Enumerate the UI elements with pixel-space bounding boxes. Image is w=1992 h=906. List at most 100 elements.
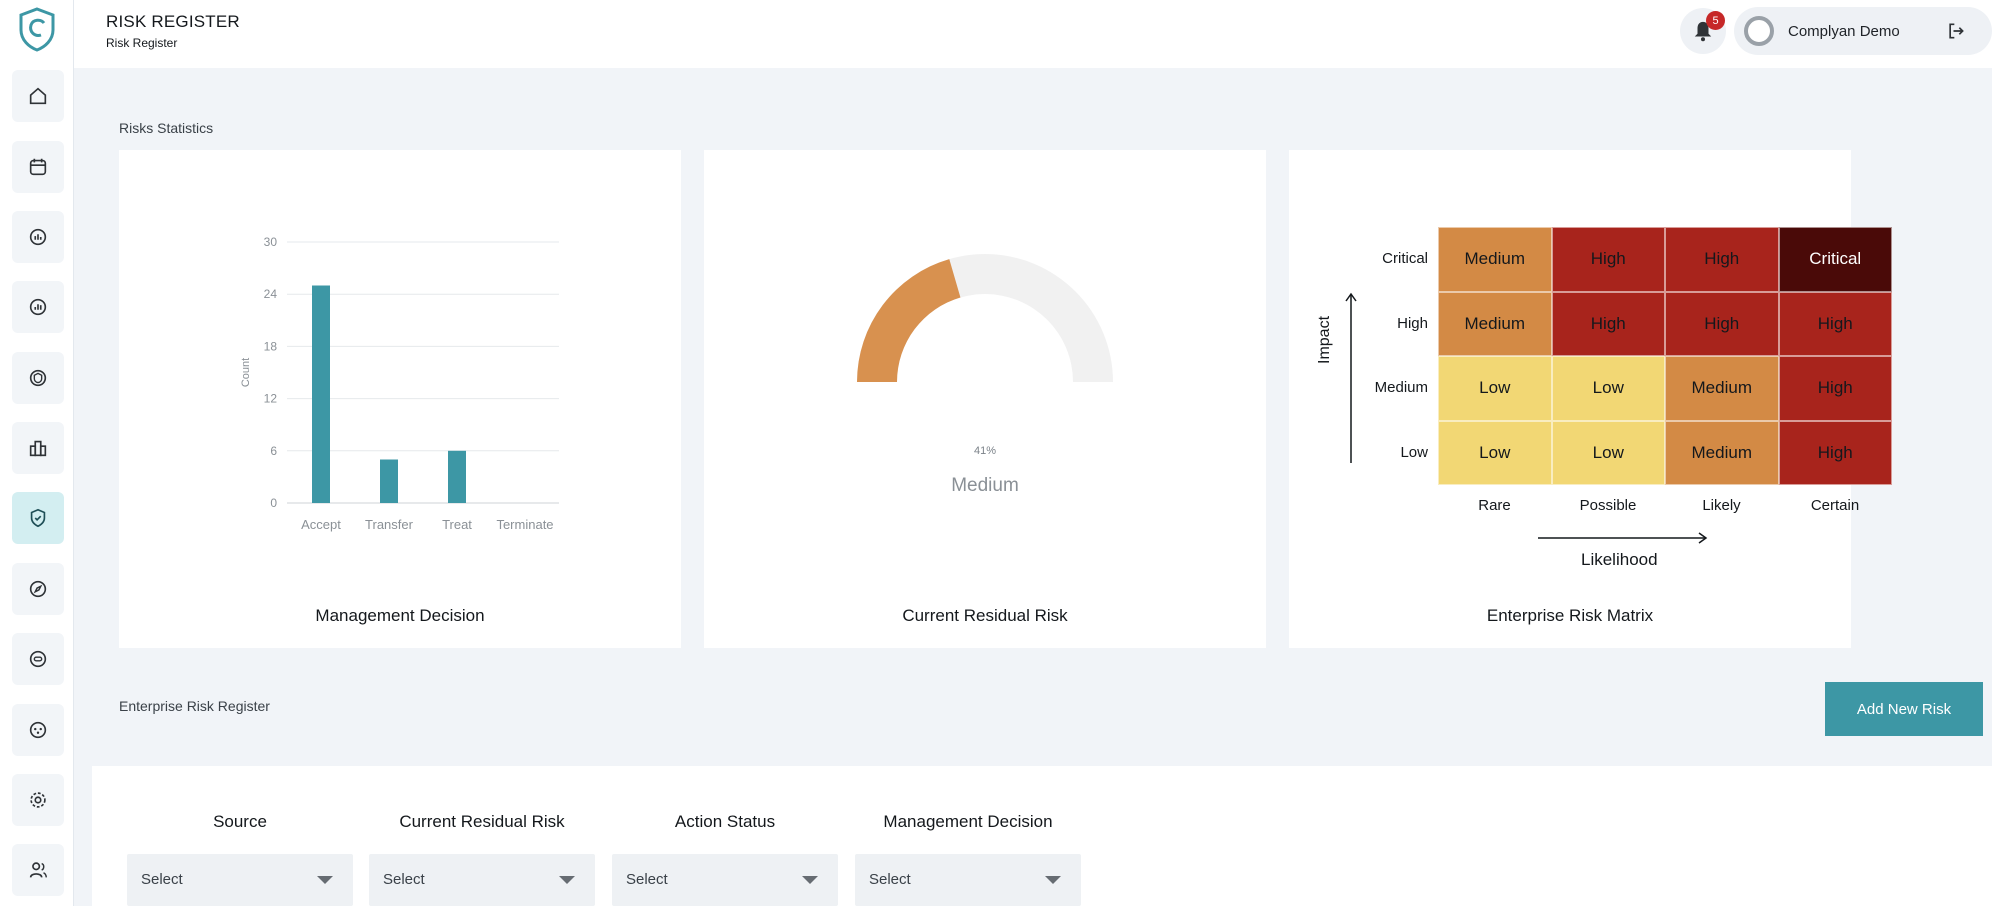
matrix-row-label: Critical <box>1382 250 1428 267</box>
chevron-down-icon <box>802 876 818 884</box>
chevron-down-icon <box>317 876 333 884</box>
matrix-cell-high-possible: High <box>1551 291 1665 356</box>
matrix-col-label: Likely <box>1702 497 1741 514</box>
matrix-col-label: Rare <box>1478 497 1511 514</box>
sidebar-item-calendar[interactable] <box>12 141 64 193</box>
sidebar-item-home[interactable] <box>12 70 64 122</box>
management-decision-card: 0 6 12 18 24 30 Count Accept Transfer Treat Termin… <box>119 150 681 648</box>
matrix-col-label: Possible <box>1579 497 1637 514</box>
shield-check-icon <box>30 508 46 528</box>
network-icon <box>29 721 47 739</box>
x-tick-label: Terminate <box>496 517 553 532</box>
sidebar-item-report[interactable] <box>12 211 64 263</box>
analytics-icon <box>29 298 47 316</box>
matrix-row-label: High <box>1397 314 1428 332</box>
matrix-cell-critical-possible: High <box>1551 227 1665 292</box>
breadcrumb: Risk Register <box>106 36 178 50</box>
home-icon <box>29 87 47 105</box>
filter-label-current-residual-risk: Current Residual Risk <box>399 812 565 831</box>
matrix-cell-critical-certain: Critical <box>1778 227 1892 292</box>
toggle-icon <box>29 650 47 668</box>
user-name: Complyan Demo <box>1788 22 1900 40</box>
chevron-down-icon <box>1045 876 1061 884</box>
matrix-cell-high-likely: High <box>1665 291 1779 356</box>
sidebar-item-policy[interactable] <box>12 352 64 404</box>
filter-select-action-status[interactable]: Select <box>612 854 838 906</box>
matrix-col-label: Certain <box>1810 497 1860 514</box>
users-icon <box>29 862 47 878</box>
bar-treat[interactable] <box>448 450 466 503</box>
calendar-icon <box>29 158 47 176</box>
matrix-cell-low-certain: High <box>1778 420 1892 485</box>
matrix-cell-high-certain: High <box>1778 291 1892 356</box>
matrix-row-label: Medium <box>1374 379 1428 396</box>
gear-icon <box>30 792 46 808</box>
x-tick-label: Treat <box>442 517 472 532</box>
sidebar-item-users[interactable] <box>12 844 64 896</box>
risk-matrix-title: Enterprise Risk Matrix <box>1486 606 1654 625</box>
matrix-cell-medium-certain: High <box>1778 356 1892 421</box>
logout-button[interactable] <box>1934 8 1978 54</box>
matrix-cell-low-likely: Medium <box>1665 420 1779 485</box>
sidebar-item-gear[interactable] <box>12 774 64 826</box>
compass-icon <box>29 580 47 598</box>
sidebar <box>0 0 74 906</box>
page-title: RISK REGISTER <box>106 12 240 31</box>
filter-label-source: Source <box>213 812 267 831</box>
report-icon <box>29 228 47 246</box>
select-value: Select <box>141 871 183 888</box>
y-tick-label: 6 <box>270 444 277 458</box>
filter-select-current-residual-risk[interactable]: Select <box>369 854 595 906</box>
filter-label-action-status: Action Status <box>674 812 776 831</box>
policy-icon <box>29 369 47 387</box>
top-header: RISK REGISTER Risk Register 5 Complyan D… <box>74 0 1992 68</box>
avatar <box>1744 16 1774 46</box>
y-axis-label: Count <box>240 358 252 387</box>
select-value: Select <box>626 871 668 888</box>
select-value: Select <box>869 871 911 888</box>
matrix-cell-medium-possible: Low <box>1551 356 1665 421</box>
y-tick-label: 12 <box>264 392 278 406</box>
logout-icon <box>1949 23 1964 39</box>
filter-label-management-decision: Management Decision <box>883 812 1053 831</box>
bar-transfer[interactable] <box>380 459 398 504</box>
y-tick-label: 24 <box>264 287 278 301</box>
residual-risk-card: 41% Medium Current Residual Risk <box>704 150 1266 648</box>
bar-accept[interactable] <box>312 285 330 504</box>
likelihood-arrow-icon <box>1538 532 1708 544</box>
filter-select-source[interactable]: Select <box>127 854 353 906</box>
app-logo-icon[interactable] <box>17 6 57 52</box>
residual-risk-gauge <box>857 254 1113 382</box>
risks-statistics-heading: Risks Statistics <box>119 120 214 136</box>
matrix-cell-high-rare: Medium <box>1438 291 1552 356</box>
risk-matrix-grid: Medium High High Critical Medium High High High… <box>1438 227 1892 485</box>
notification-badge: 5 <box>1706 11 1725 30</box>
management-decision-chart: 0 6 12 18 24 30 Count Accept Transfer Treat Termin… <box>240 235 559 532</box>
matrix-cell-critical-likely: High <box>1665 227 1779 292</box>
buildings-icon <box>29 440 47 457</box>
matrix-cell-medium-likely: Medium <box>1665 356 1779 421</box>
management-decision-title: Management Decision <box>315 606 485 625</box>
x-tick-label: Accept <box>301 517 341 532</box>
likelihood-axis-label: Likelihood <box>1581 550 1658 569</box>
gauge-fill <box>857 259 961 382</box>
impact-axis-label: Impact <box>1316 315 1333 364</box>
chevron-down-icon <box>559 876 575 884</box>
y-tick-label: 18 <box>264 339 278 353</box>
residual-risk-title: Current Residual Risk <box>902 606 1068 625</box>
filter-select-management-decision[interactable]: Select <box>855 854 1081 906</box>
sidebar-item-network[interactable] <box>12 704 64 756</box>
sidebar-item-shield-check[interactable] <box>12 492 64 544</box>
sidebar-item-toggle[interactable] <box>12 633 64 685</box>
y-tick-label: 30 <box>264 235 278 249</box>
enterprise-risk-register-heading: Enterprise Risk Register <box>119 698 270 714</box>
matrix-row-label: Low <box>1400 443 1428 461</box>
gauge-percent: 41% <box>973 445 997 457</box>
add-new-risk-button[interactable]: Add New Risk <box>1825 682 1983 736</box>
sidebar-item-compass[interactable] <box>12 563 64 615</box>
x-tick-label: Transfer <box>365 517 414 532</box>
matrix-cell-critical-rare: Medium <box>1438 227 1552 292</box>
sidebar-item-buildings[interactable] <box>12 422 64 474</box>
matrix-cell-medium-rare: Low <box>1438 356 1552 421</box>
sidebar-item-analytics[interactable] <box>12 281 64 333</box>
